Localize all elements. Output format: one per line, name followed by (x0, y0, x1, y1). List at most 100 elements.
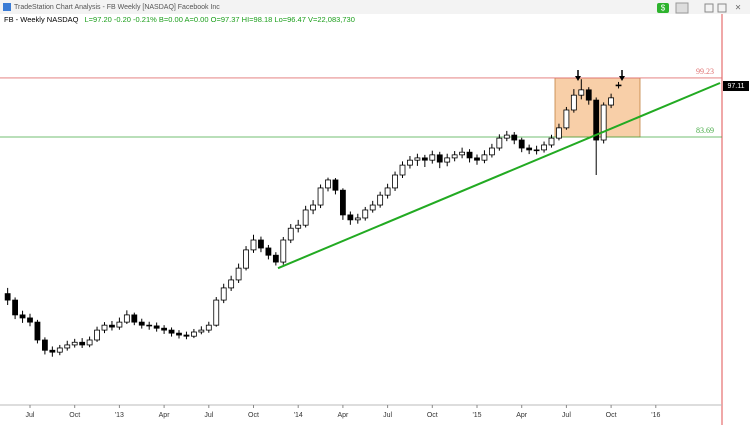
candle-body (339, 189, 346, 216)
x-tick-label: Jul (562, 412, 571, 419)
candle-body (213, 299, 220, 326)
candle-body (600, 104, 607, 141)
candle-body (12, 299, 19, 316)
candle-body (332, 179, 339, 191)
candle-body (436, 154, 443, 163)
dollar-button[interactable] (657, 3, 669, 13)
candle-body (138, 321, 145, 326)
x-tick-label: Apr (159, 412, 171, 419)
candle-body (27, 317, 33, 323)
candle-body (317, 187, 324, 206)
candle-body (474, 157, 480, 161)
candle-body (362, 209, 369, 219)
candle-body (310, 204, 317, 211)
x-tick-label: Apr (337, 412, 349, 419)
candle-body (258, 239, 264, 249)
tool-button[interactable] (675, 2, 689, 14)
candle-body (131, 314, 138, 323)
candle-body (429, 154, 436, 161)
last-price-label: 97.11 (728, 83, 745, 90)
level-label: 99.23 (696, 67, 714, 76)
x-tick-label: Jul (26, 412, 35, 419)
candle-body (615, 84, 622, 87)
candle-body (392, 174, 398, 189)
candle-body (79, 341, 86, 346)
candle-body (116, 321, 123, 328)
candle-body (198, 329, 205, 333)
window-title: TradeStation Chart Analysis - FB Weekly … (14, 4, 220, 11)
candle-body (42, 339, 48, 351)
candle-body (4, 293, 11, 301)
candle-body (71, 341, 78, 346)
candle-body (94, 329, 100, 341)
level-label: 83.69 (696, 126, 714, 135)
candle-body (459, 151, 466, 156)
candle-body (481, 154, 488, 161)
x-tick-label: Jul (204, 412, 213, 419)
symbol-label: FB - Weekly NASDAQ (4, 15, 79, 24)
chart-header: FB - Weekly NASDAQ L=97.20 -0.20 -0.21% B… (4, 15, 355, 24)
candle-body (421, 157, 428, 161)
candle-body (295, 224, 302, 229)
candle-body (496, 137, 503, 149)
candle-body (347, 214, 354, 221)
candle-body (451, 154, 458, 159)
close-button[interactable]: × (735, 3, 741, 14)
restore-button[interactable] (704, 3, 714, 13)
candle-body (541, 144, 547, 151)
candle-body (168, 329, 175, 334)
candle-body (34, 321, 41, 341)
x-tick-label: '15 (472, 412, 481, 419)
x-tick-label: '14 (294, 412, 303, 419)
plot-area: 99.23 83.69 Jul Oct '13 Apr Jul Oct '14 Apr Jul Oct… (0, 67, 722, 419)
candle-body (533, 149, 540, 152)
maximize-button[interactable] (717, 3, 727, 13)
candle-body (272, 254, 279, 263)
candle-body (123, 314, 130, 323)
candle-body (183, 334, 190, 337)
candle-body (593, 99, 600, 141)
candle-body (228, 279, 235, 289)
candle-body (526, 147, 533, 151)
candle-body (220, 287, 227, 301)
dollar-icon: $ (661, 4, 666, 13)
candle-body (161, 327, 168, 331)
candle-body (570, 94, 577, 111)
candle-body (608, 97, 614, 106)
candle-body (19, 314, 26, 319)
trendline (277, 82, 721, 270)
candle-body (146, 324, 153, 327)
candle-body (466, 151, 473, 159)
candle-body (444, 157, 451, 163)
x-tick-label: Oct (248, 412, 259, 419)
x-tick-label: '16 (651, 412, 660, 419)
title-bar (0, 0, 750, 14)
candle-body (518, 139, 525, 149)
candle-body (407, 159, 413, 166)
candle-body (302, 209, 309, 226)
candle-body (235, 267, 242, 281)
candle-body (384, 187, 391, 196)
candle-body (280, 239, 287, 263)
x-tick-label: Oct (427, 412, 438, 419)
x-tick-label: Jul (383, 412, 392, 419)
quote-line: L=97.20 -0.20 -0.21% B=0.00 A=0.00 O=97.… (84, 15, 354, 24)
candle-body (548, 137, 555, 146)
candle-body (205, 324, 212, 331)
candle-body (109, 324, 115, 328)
candle-body (250, 239, 257, 251)
x-tick-label: Oct (69, 412, 80, 419)
candle-body (265, 247, 272, 256)
arrow-head (575, 76, 581, 81)
candle-body (377, 194, 384, 206)
candle-body (563, 109, 570, 129)
candle-body (64, 344, 71, 349)
x-tick-label: Apr (516, 412, 528, 419)
candle-body (503, 134, 510, 139)
candle-body (56, 347, 63, 353)
candle-body (190, 331, 197, 337)
candle-body (86, 339, 93, 346)
app-icon (3, 3, 11, 11)
last-price-tag (723, 81, 749, 92)
